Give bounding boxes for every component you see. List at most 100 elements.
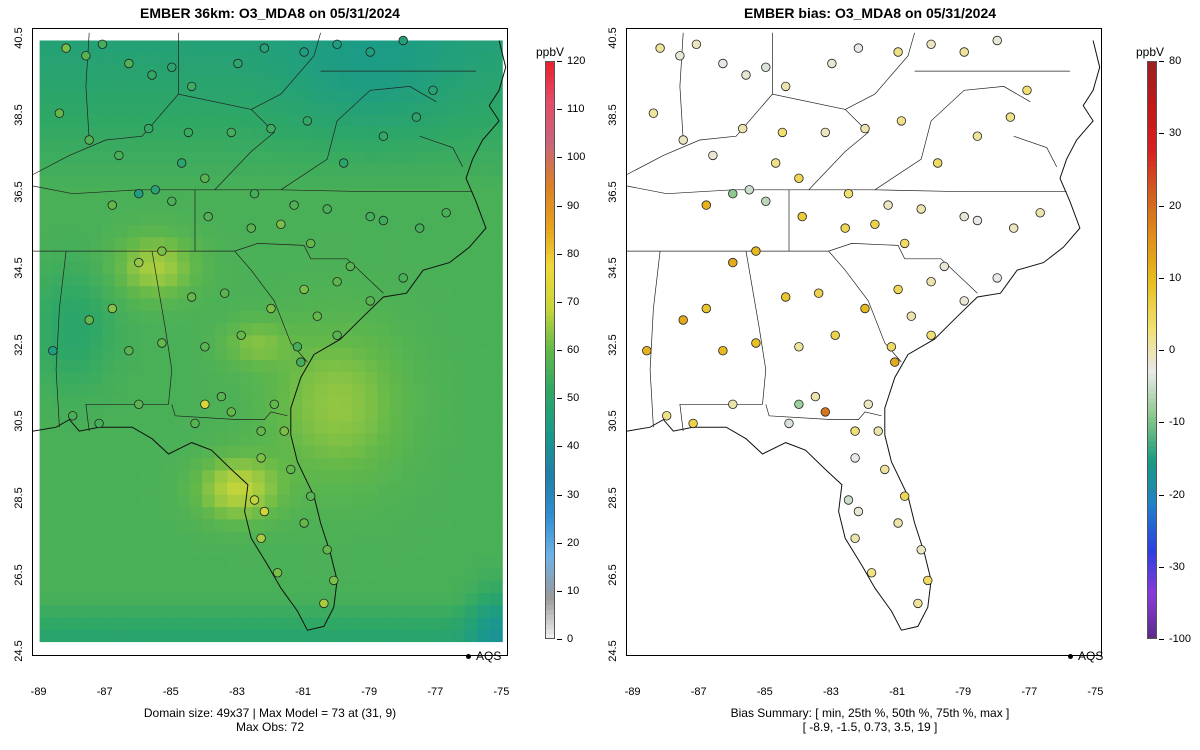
station-marker[interactable] <box>741 70 751 80</box>
station-marker[interactable] <box>147 70 157 80</box>
station-marker[interactable] <box>107 200 118 210</box>
station-marker[interactable] <box>306 491 316 501</box>
station-marker[interactable] <box>780 292 791 302</box>
station-marker[interactable] <box>843 495 854 505</box>
station-marker[interactable] <box>94 418 104 429</box>
station-marker[interactable] <box>850 426 860 436</box>
station-marker[interactable] <box>200 399 210 410</box>
station-marker[interactable] <box>226 127 237 138</box>
station-marker[interactable] <box>276 219 286 230</box>
station-marker[interactable] <box>744 185 755 195</box>
station-marker[interactable] <box>292 342 303 352</box>
station-marker[interactable] <box>900 238 910 249</box>
station-marker[interactable] <box>784 418 794 429</box>
station-marker[interactable] <box>761 196 771 207</box>
station-marker[interactable] <box>186 81 197 92</box>
station-marker[interactable] <box>84 315 94 325</box>
station-marker[interactable] <box>873 426 883 436</box>
station-marker[interactable] <box>916 204 926 214</box>
station-marker[interactable] <box>190 418 200 429</box>
station-marker[interactable] <box>322 204 332 214</box>
station-marker[interactable] <box>143 123 154 134</box>
station-marker[interactable] <box>84 135 94 145</box>
station-marker[interactable] <box>236 330 246 341</box>
station-marker[interactable] <box>655 43 665 53</box>
station-marker[interactable] <box>728 399 738 410</box>
station-marker[interactable] <box>853 506 864 517</box>
station-marker[interactable] <box>959 296 969 306</box>
station-marker[interactable] <box>97 39 108 50</box>
station-marker[interactable] <box>428 85 438 96</box>
station-marker[interactable] <box>900 491 910 501</box>
station-marker[interactable] <box>134 399 144 410</box>
station-marker[interactable] <box>332 39 342 50</box>
station-marker[interactable] <box>259 506 270 517</box>
station-marker[interactable] <box>794 399 804 410</box>
station-marker[interactable] <box>415 223 425 233</box>
station-marker[interactable] <box>299 284 309 295</box>
station-marker[interactable] <box>200 342 210 352</box>
station-marker[interactable] <box>365 47 375 57</box>
station-marker[interactable] <box>167 62 177 73</box>
station-marker[interactable] <box>810 391 821 402</box>
station-marker[interactable] <box>329 575 339 586</box>
station-marker[interactable] <box>246 223 256 233</box>
station-marker[interactable] <box>701 200 712 210</box>
station-marker[interactable] <box>266 123 276 134</box>
station-marker[interactable] <box>249 188 260 199</box>
station-marker[interactable] <box>256 533 266 544</box>
station-marker[interactable] <box>216 391 227 402</box>
station-marker[interactable] <box>913 598 923 609</box>
station-marker[interactable] <box>124 58 134 69</box>
station-marker[interactable] <box>701 303 712 314</box>
station-marker[interactable] <box>770 158 781 168</box>
station-marker[interactable] <box>233 58 243 69</box>
station-marker[interactable] <box>219 288 230 298</box>
station-marker[interactable] <box>886 342 897 352</box>
station-marker[interactable] <box>339 158 349 168</box>
station-marker[interactable] <box>256 426 266 436</box>
station-marker[interactable] <box>365 211 375 222</box>
station-marker[interactable] <box>718 58 728 69</box>
station-marker[interactable] <box>820 127 831 138</box>
station-marker[interactable] <box>249 495 260 505</box>
station-marker[interactable] <box>226 407 237 417</box>
station-marker[interactable] <box>48 346 58 356</box>
station-marker[interactable] <box>61 43 71 53</box>
station-marker[interactable] <box>322 545 332 555</box>
station-marker[interactable] <box>150 185 161 195</box>
station-marker[interactable] <box>302 116 313 126</box>
station-marker[interactable] <box>840 223 850 233</box>
station-marker[interactable] <box>893 284 903 295</box>
station-marker[interactable] <box>124 346 134 356</box>
station-marker[interactable] <box>296 357 306 367</box>
station-marker[interactable] <box>662 411 672 421</box>
station-marker[interactable] <box>718 346 728 356</box>
station-marker[interactable] <box>813 288 824 298</box>
station-marker[interactable] <box>972 215 983 226</box>
station-marker[interactable] <box>332 330 342 341</box>
station-marker[interactable] <box>860 123 870 134</box>
station-marker[interactable] <box>441 208 451 218</box>
station-marker[interactable] <box>678 135 688 145</box>
station-marker[interactable] <box>1009 223 1019 233</box>
station-marker[interactable] <box>289 200 299 210</box>
station-marker[interactable] <box>916 545 926 555</box>
station-marker[interactable] <box>81 51 91 61</box>
station-marker[interactable] <box>893 518 903 528</box>
station-marker[interactable] <box>688 418 698 429</box>
station-marker[interactable] <box>926 39 936 50</box>
station-marker[interactable] <box>751 338 761 348</box>
station-marker[interactable] <box>794 342 804 352</box>
station-marker[interactable] <box>737 123 748 134</box>
station-marker[interactable] <box>959 211 969 222</box>
station-marker[interactable] <box>926 330 936 341</box>
station-marker[interactable] <box>850 533 860 544</box>
station-marker[interactable] <box>299 518 309 528</box>
station-marker[interactable] <box>850 453 860 463</box>
station-marker[interactable] <box>827 58 837 69</box>
station-marker[interactable] <box>332 276 342 287</box>
station-marker[interactable] <box>794 173 804 184</box>
station-marker[interactable] <box>843 188 854 199</box>
station-marker[interactable] <box>411 112 422 122</box>
